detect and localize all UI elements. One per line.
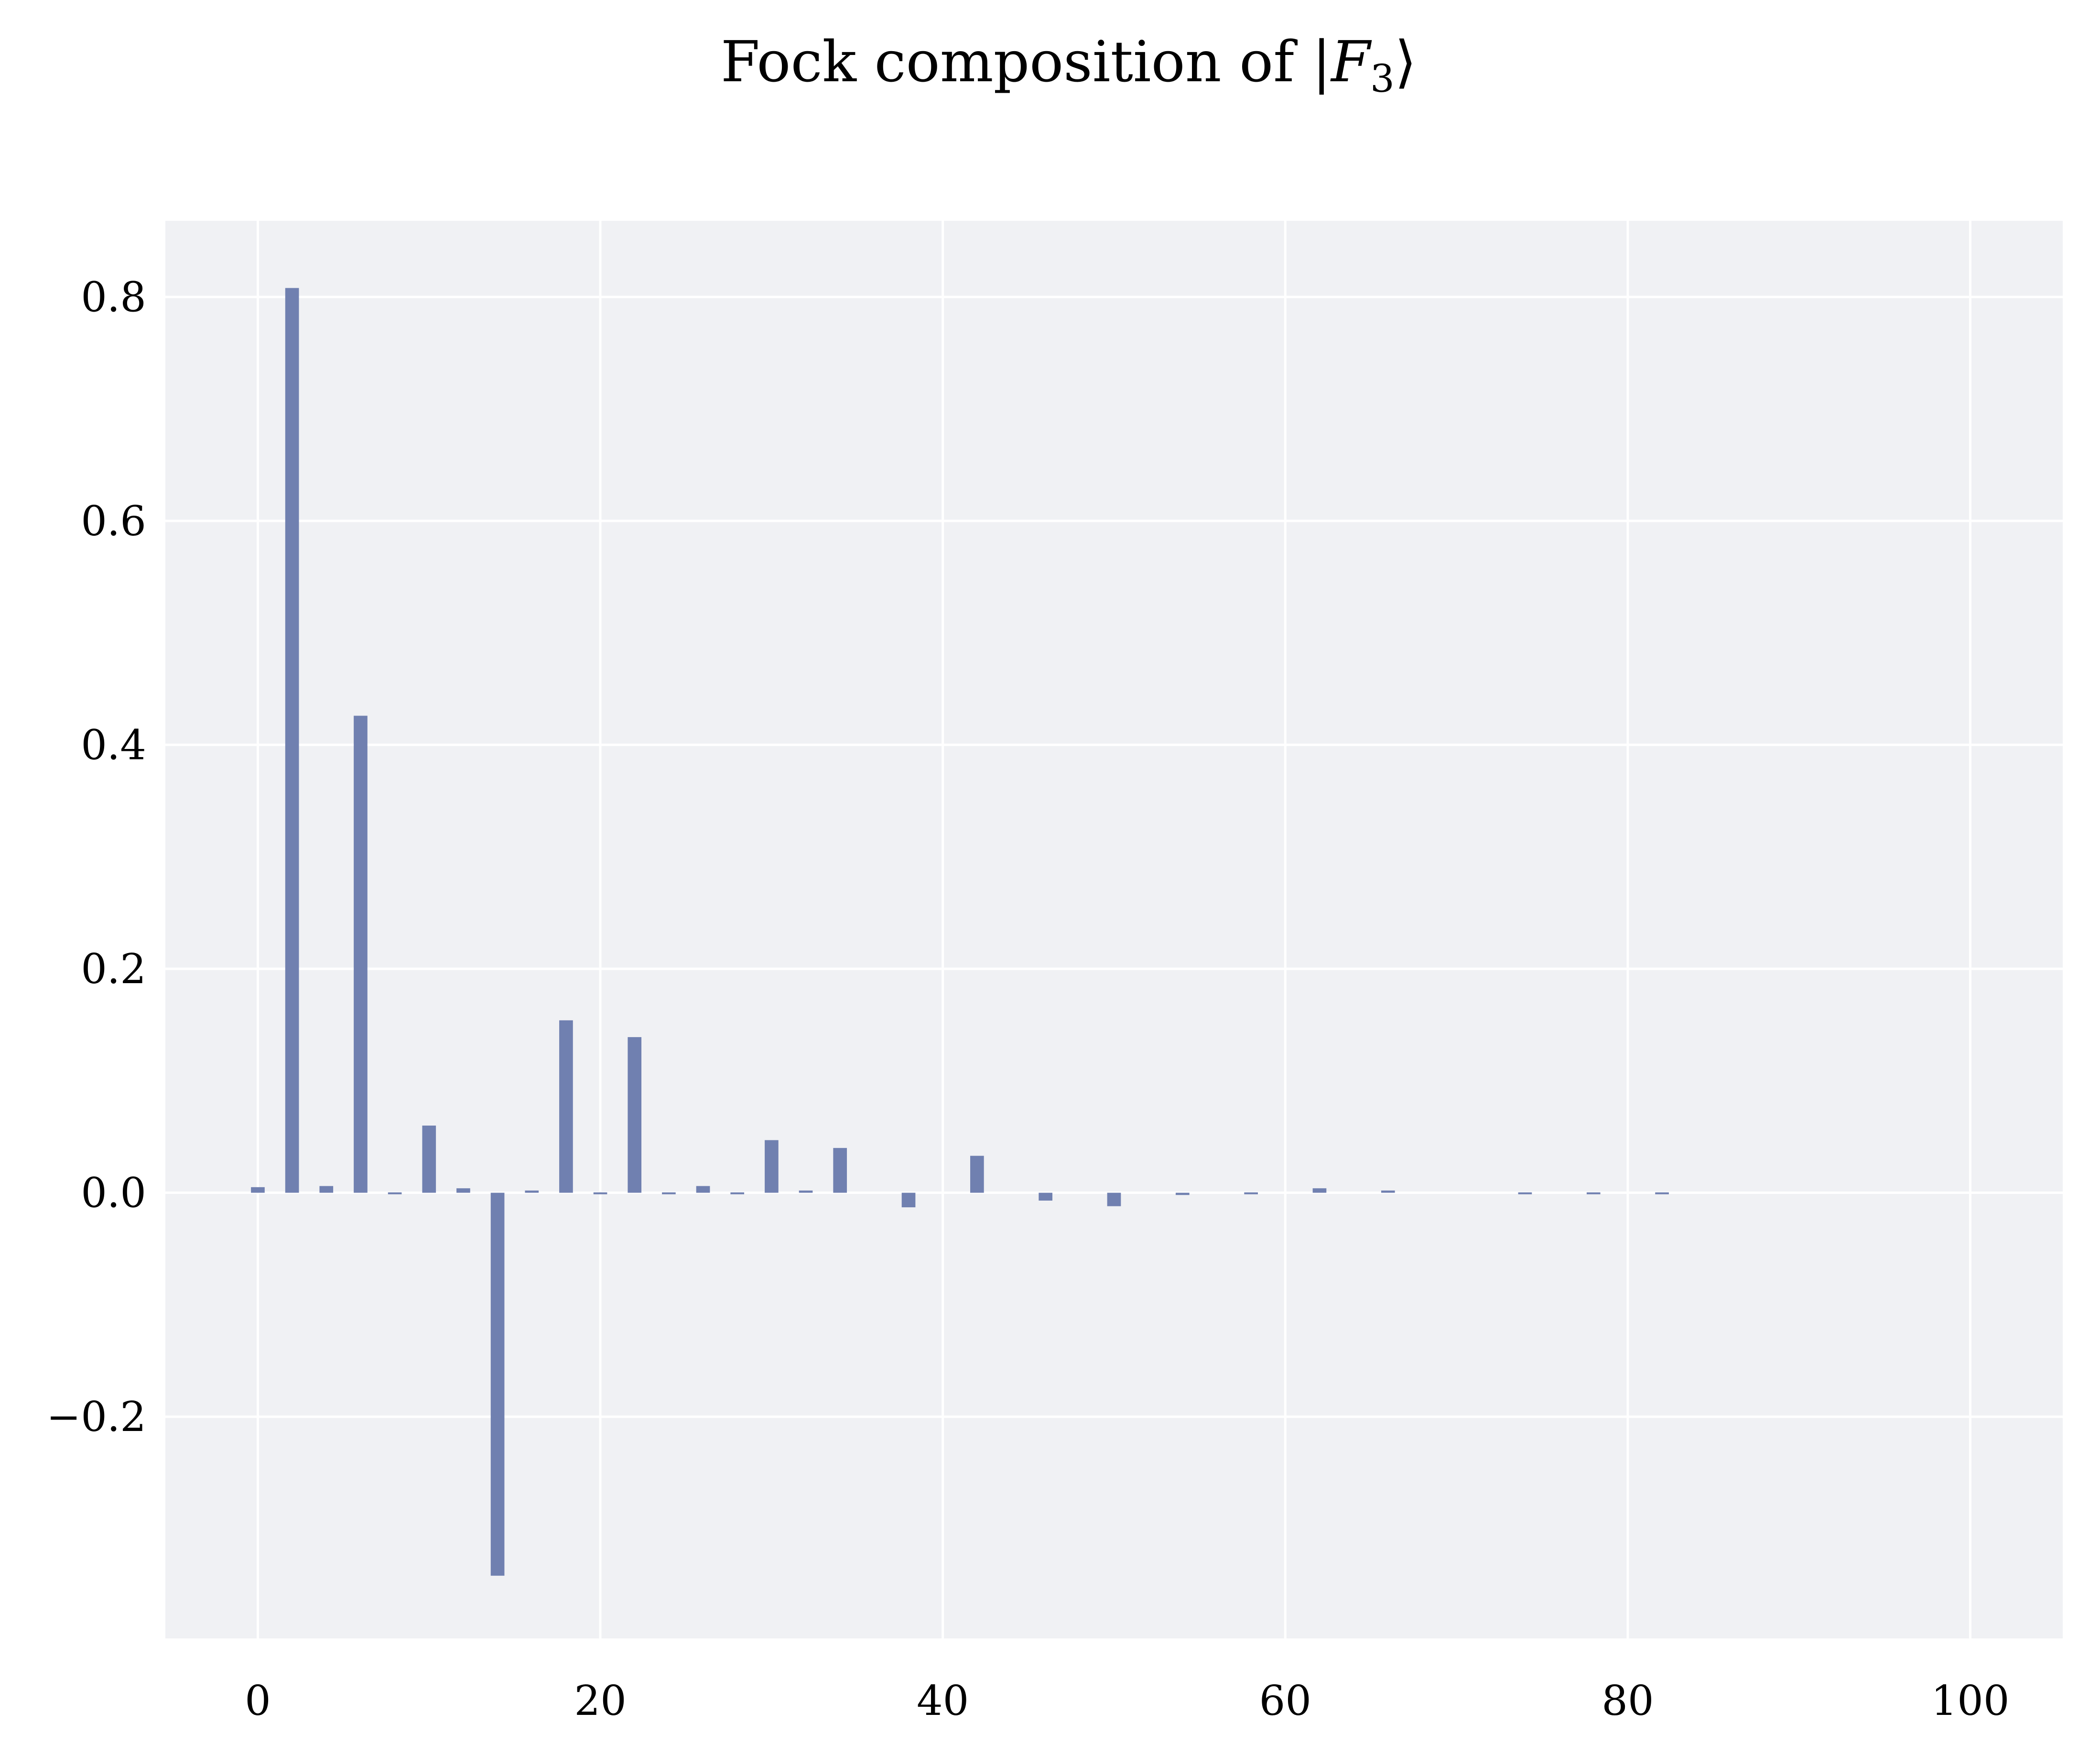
bar-14 bbox=[490, 1192, 505, 1576]
bar-26 bbox=[696, 1186, 710, 1193]
chart-title: Fock composition of |F3⟩ bbox=[721, 29, 1417, 101]
bar-0 bbox=[251, 1187, 265, 1193]
bar-4 bbox=[319, 1186, 334, 1193]
bar-2 bbox=[285, 288, 299, 1193]
bar-20 bbox=[593, 1192, 607, 1194]
chart-title-ket-close: ⟩ bbox=[1395, 29, 1417, 95]
bar-34 bbox=[833, 1148, 847, 1193]
y-tick-label-5: 0.8 bbox=[81, 273, 146, 321]
tick-label-layer: 0 20 40 60 80 100 −0.2 0.0 0.2 0.4 0.6 0.8 bbox=[46, 273, 2009, 1725]
grid-layer bbox=[165, 221, 2063, 1638]
y-tick-label-4: 0.6 bbox=[81, 498, 146, 545]
bar-74 bbox=[1518, 1192, 1532, 1194]
bar-layer bbox=[251, 288, 1669, 1576]
bar-6 bbox=[354, 715, 368, 1193]
bar-18 bbox=[559, 1020, 573, 1193]
x-tick-label-60: 60 bbox=[1259, 1677, 1311, 1725]
bar-82 bbox=[1655, 1192, 1669, 1194]
y-tick-label-2: 0.2 bbox=[81, 945, 146, 993]
plot-area bbox=[165, 221, 2063, 1638]
bar-54 bbox=[1175, 1192, 1190, 1195]
chart-title-state-symbol: F bbox=[1330, 29, 1372, 95]
bar-46 bbox=[1039, 1192, 1053, 1201]
x-tick-label-0: 0 bbox=[245, 1677, 271, 1725]
bar-32 bbox=[799, 1190, 813, 1193]
bar-58 bbox=[1244, 1192, 1258, 1194]
bar-50 bbox=[1107, 1192, 1121, 1206]
bar-78 bbox=[1586, 1192, 1601, 1194]
bar-62 bbox=[1312, 1188, 1327, 1193]
bar-12 bbox=[456, 1188, 470, 1193]
bar-10 bbox=[422, 1125, 436, 1193]
y-tick-label-1: 0.0 bbox=[81, 1170, 146, 1217]
bar-24 bbox=[662, 1192, 676, 1194]
bar-8 bbox=[388, 1192, 402, 1194]
x-tick-label-100: 100 bbox=[1931, 1677, 2009, 1725]
chart-title-state-subscript: 3 bbox=[1370, 56, 1395, 101]
y-tick-label-3: 0.4 bbox=[81, 721, 146, 769]
bar-38 bbox=[901, 1192, 916, 1208]
bar-28 bbox=[730, 1192, 745, 1194]
chart-title-prefix: Fock composition of bbox=[721, 29, 1312, 95]
x-tick-label-40: 40 bbox=[917, 1677, 969, 1725]
bar-66 bbox=[1381, 1190, 1395, 1193]
x-tick-label-20: 20 bbox=[574, 1677, 626, 1725]
y-tick-label-0: −0.2 bbox=[46, 1393, 146, 1441]
bar-16 bbox=[525, 1190, 539, 1193]
x-tick-label-80: 80 bbox=[1602, 1677, 1654, 1725]
bar-42 bbox=[970, 1156, 984, 1193]
bar-22 bbox=[628, 1037, 642, 1193]
bar-30 bbox=[765, 1140, 779, 1193]
chart-title-bra-open: | bbox=[1312, 29, 1331, 95]
